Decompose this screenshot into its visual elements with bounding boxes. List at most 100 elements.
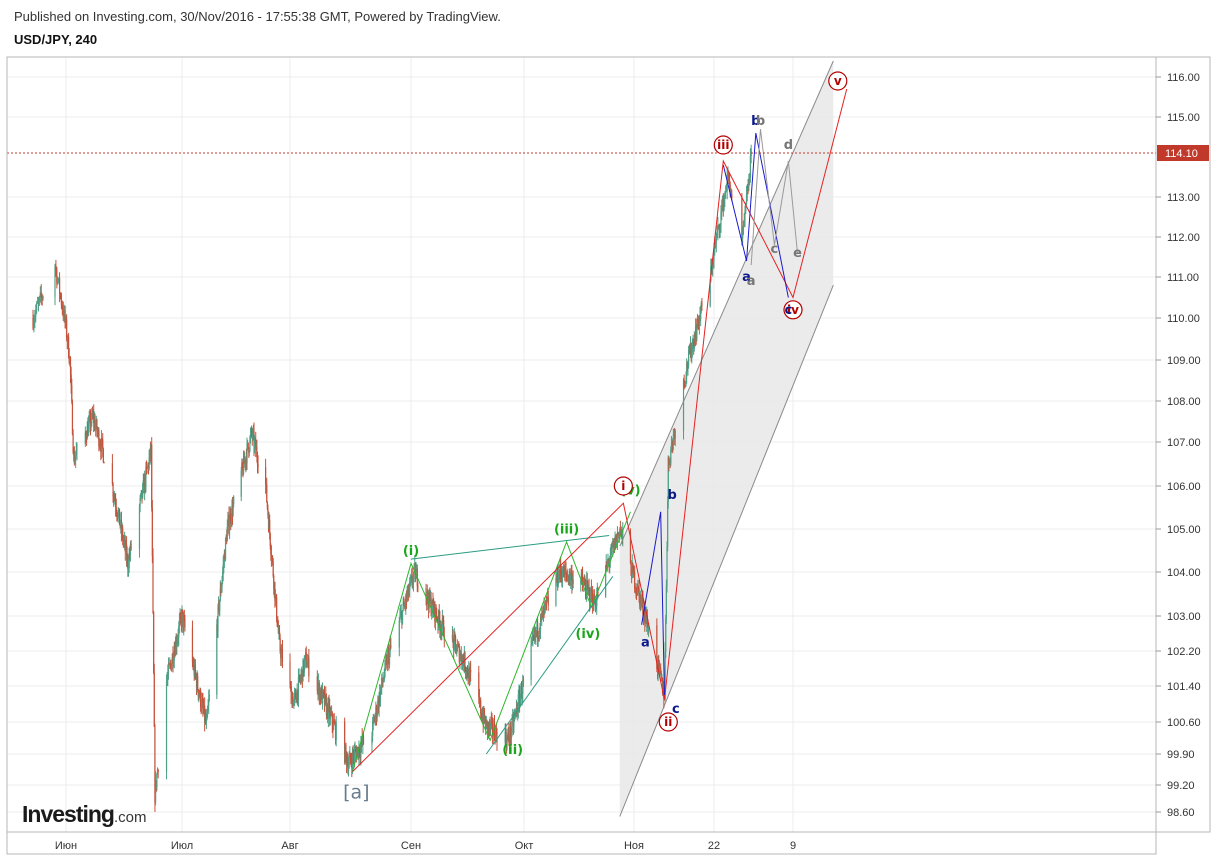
candle-body <box>36 303 38 311</box>
candle-body <box>274 582 276 601</box>
candle-body <box>401 612 403 624</box>
candle-body <box>253 440 256 448</box>
candle-body <box>171 654 173 663</box>
candle-body <box>663 688 665 700</box>
candle-body <box>694 326 697 344</box>
candle-body <box>683 379 685 383</box>
candle-body <box>152 556 154 613</box>
candle-body <box>667 501 669 548</box>
wave-label-red-circle: iii <box>713 135 733 155</box>
candle-body <box>75 451 77 456</box>
last-price-label: 114.10 <box>1165 148 1198 160</box>
candle-body <box>56 269 58 284</box>
candle-body <box>350 759 352 763</box>
candle-body <box>227 520 229 527</box>
candle-body <box>508 732 510 743</box>
candle-body <box>619 529 621 532</box>
candle-body <box>119 525 121 527</box>
candle-body <box>588 587 590 590</box>
candle-body <box>249 434 252 438</box>
candle-body <box>32 318 34 328</box>
candle-body <box>398 620 400 648</box>
candle-body <box>153 612 155 673</box>
candle-body <box>297 677 300 699</box>
candle-body <box>290 686 292 705</box>
candle-body <box>490 723 492 729</box>
candle-body <box>171 662 173 670</box>
candle-body <box>700 302 702 312</box>
candle-body <box>719 227 721 230</box>
candle-body <box>389 645 391 652</box>
y-tick-label: 104.00 <box>1167 567 1201 579</box>
y-tick-label: 101.40 <box>1167 681 1201 693</box>
candle-body <box>541 614 543 617</box>
candle-body <box>277 625 279 627</box>
candle-body <box>66 337 68 342</box>
candle-body <box>322 689 324 693</box>
candle-body <box>409 581 411 591</box>
wave-text: b <box>751 114 760 129</box>
wave-text: (ii) <box>502 743 523 758</box>
candle-body <box>674 432 676 439</box>
candle-body <box>385 659 387 661</box>
candle-body <box>495 727 497 743</box>
candle-body <box>357 747 359 752</box>
wave-label-gray: b <box>756 114 765 129</box>
candle-body <box>688 350 690 367</box>
candle-body <box>277 626 279 633</box>
candle-body <box>142 484 144 498</box>
channel-lower-line <box>619 285 834 817</box>
candle-body <box>715 236 717 244</box>
candle-body <box>373 718 376 723</box>
candle-body <box>195 673 197 678</box>
candle-body <box>125 544 128 560</box>
candle-body <box>329 705 331 719</box>
candle-body <box>85 432 87 438</box>
candle-body <box>180 617 182 626</box>
candle-body <box>266 484 268 502</box>
candle-body <box>147 464 149 468</box>
candle-body <box>191 627 194 663</box>
wave-text: a <box>742 270 751 285</box>
candle-body <box>658 659 660 662</box>
candle-body <box>156 774 158 788</box>
candle-body <box>441 617 443 628</box>
candle-body <box>404 604 406 607</box>
y-axis-ticks: 116.00 115.00 113.00 112.00 111.00 110.00 109.… <box>1156 72 1201 819</box>
wave-text: c <box>672 702 680 717</box>
wave-label-gray: c <box>771 242 779 257</box>
candle-body <box>289 661 291 685</box>
candle-body <box>728 174 730 176</box>
candle-body <box>232 504 234 516</box>
candle-body <box>463 653 465 667</box>
candle-body <box>295 692 297 700</box>
candle-body <box>154 726 156 803</box>
candle-body <box>691 343 694 352</box>
candle-body <box>270 546 272 555</box>
candle-body <box>642 598 644 614</box>
candle-body <box>465 669 467 672</box>
candle-body <box>384 661 386 676</box>
candle-body <box>485 720 487 730</box>
candle-body <box>580 573 582 581</box>
y-tick-label: 106.00 <box>1167 481 1201 493</box>
candle-body <box>143 480 145 494</box>
candle-body <box>742 233 744 238</box>
candle-body <box>697 315 699 323</box>
wave-label-gray: a <box>747 274 756 289</box>
candle-body <box>518 693 520 695</box>
candle-body <box>327 703 329 719</box>
candle-body <box>686 363 688 377</box>
candle-body <box>645 613 647 623</box>
candle-body <box>275 595 277 598</box>
candle-body <box>481 715 483 720</box>
wave-line-gray <box>750 128 798 266</box>
y-tick-label: 100.60 <box>1167 717 1201 729</box>
candle-body <box>303 661 305 673</box>
candle-body <box>728 175 731 186</box>
candle-body <box>690 342 692 358</box>
candle-body <box>328 703 330 706</box>
candle-body <box>512 716 514 727</box>
candle-body <box>96 420 98 432</box>
